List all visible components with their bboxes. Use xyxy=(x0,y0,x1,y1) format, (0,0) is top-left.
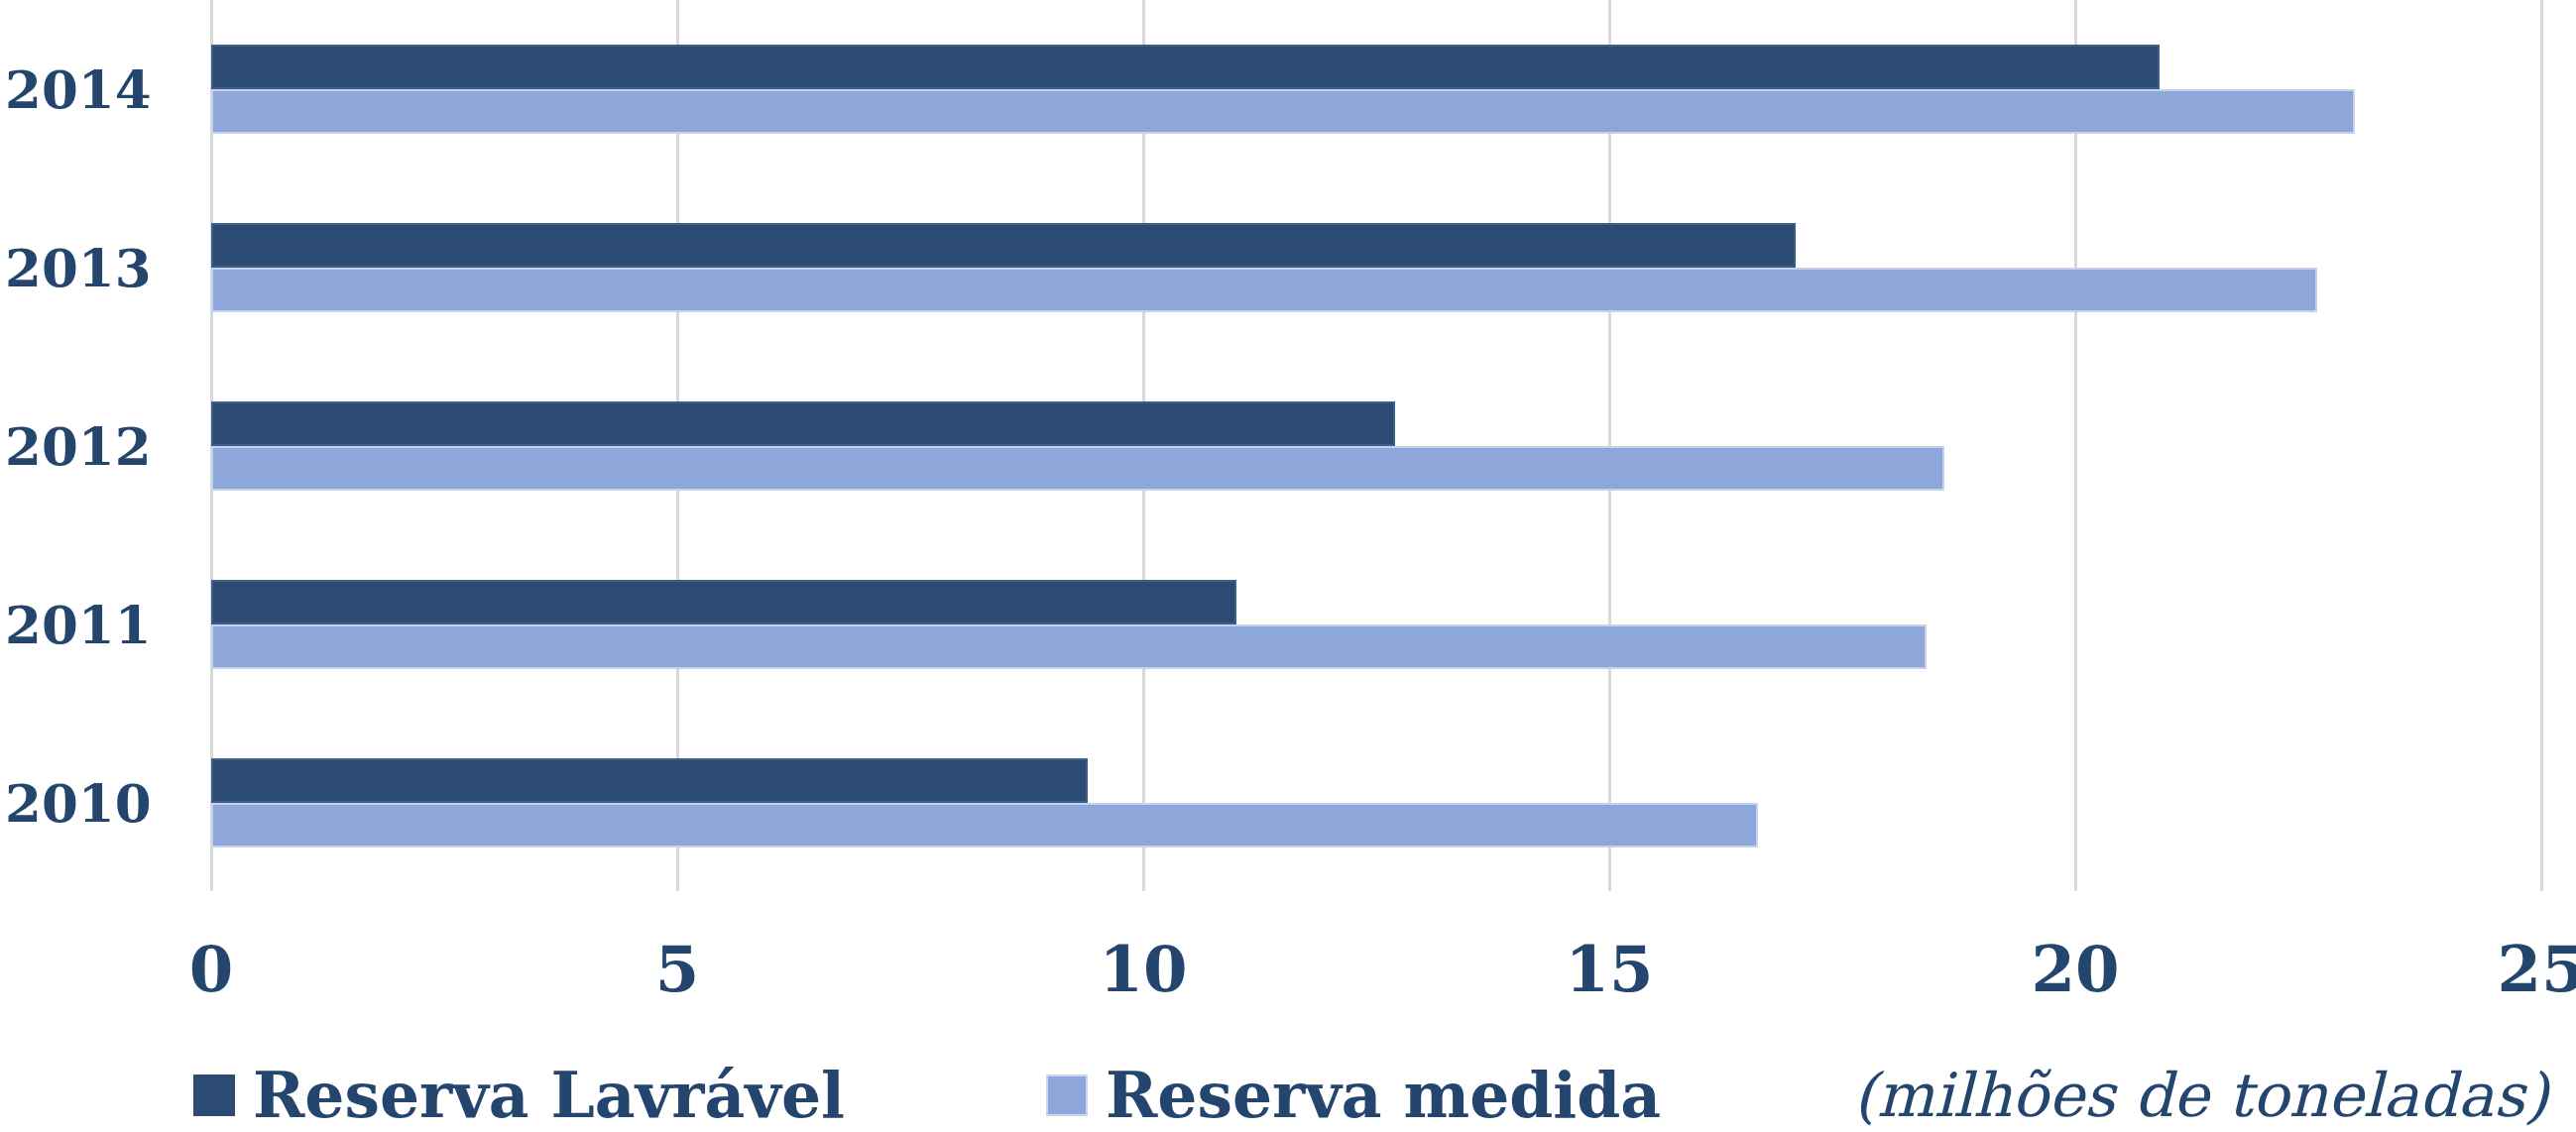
legend-row: Reserva Lavrável Reserva medida (milhões… xyxy=(0,1059,2576,1132)
x-tick-label: 15 xyxy=(1565,938,1653,1001)
x-tick-label: 20 xyxy=(2031,938,2119,1001)
bar-2014-reserva-medida xyxy=(211,89,2355,134)
bar-2012-reserva-medida xyxy=(211,446,1944,491)
bar-2012-reserva-lavr-vel xyxy=(211,401,1395,446)
x-tick-label: 5 xyxy=(655,938,700,1001)
bar-2010-reserva-medida xyxy=(211,803,1758,848)
bar-2013-reserva-lavr-vel xyxy=(211,223,1796,268)
bar-2010-reserva-lavr-vel xyxy=(211,758,1088,803)
legend-label: Reserva medida xyxy=(1106,1059,1661,1132)
y-category-label-2011: 2011 xyxy=(5,593,223,656)
legend-swatch-dark xyxy=(193,1075,235,1116)
y-category-label-2013: 2013 xyxy=(5,236,223,299)
x-tick-label: 10 xyxy=(1099,938,1187,1001)
legend-label: Reserva Lavrável xyxy=(253,1059,845,1132)
y-category-label-2014: 2014 xyxy=(5,57,223,121)
y-category-label-2010: 2010 xyxy=(5,771,223,835)
y-category-label-2012: 2012 xyxy=(5,414,223,478)
axis-unit-note: (milhões de toneladas) xyxy=(1853,1059,2548,1132)
bar-2014-reserva-lavr-vel xyxy=(211,45,2160,89)
bar-2011-reserva-medida xyxy=(211,624,1927,669)
legend-item-reserva-lavravel: Reserva Lavrável xyxy=(193,1059,845,1132)
legend-item-reserva-medida: Reserva medida xyxy=(1046,1059,1661,1132)
x-tick-label: 25 xyxy=(2497,938,2576,1001)
bar-2013-reserva-medida xyxy=(211,268,2317,312)
bar-chart: 2014 2013 2012 2011 2010 0 5 10 15 20 25 Reserva … xyxy=(0,0,2576,1132)
bar-2011-reserva-lavr-vel xyxy=(211,580,1236,624)
gridline-25 xyxy=(2540,0,2543,891)
legend-swatch-light xyxy=(1046,1075,1088,1116)
x-tick-label: 0 xyxy=(189,938,234,1001)
